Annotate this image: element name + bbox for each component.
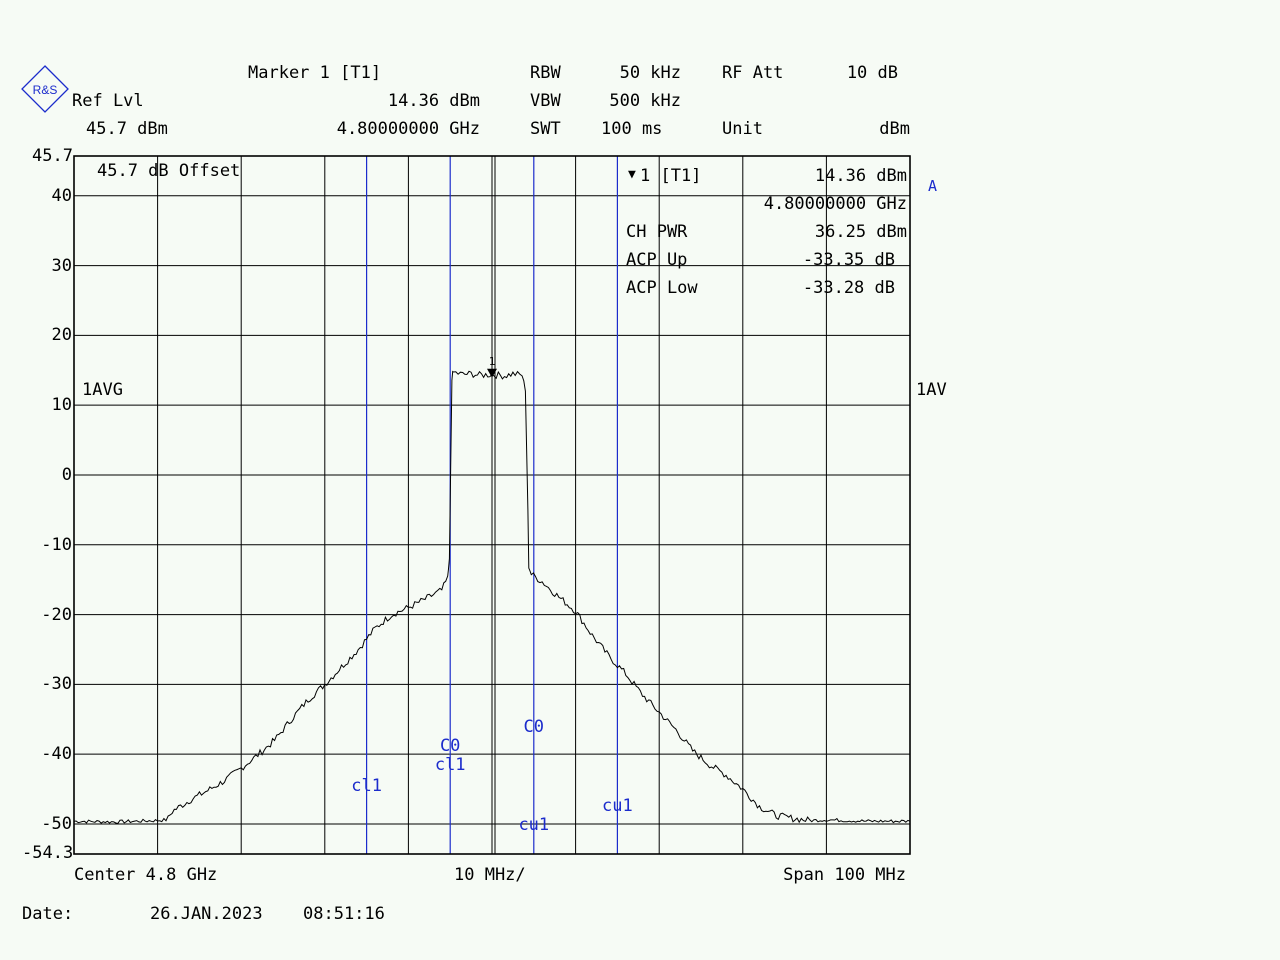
offset-label: 45.7 dB Offset	[97, 161, 241, 181]
ref-level-value: 45.7 dBm	[86, 119, 168, 139]
rbw-label: RBW	[530, 63, 561, 83]
y-tick-label: -40	[41, 744, 72, 765]
y-tick-label: 0	[61, 464, 72, 485]
marker-1: 1	[487, 355, 497, 378]
trace-a-label: A	[928, 177, 938, 195]
channel-label: cl1	[351, 775, 382, 796]
acp-low-label: ACP Low	[626, 278, 698, 298]
y-tick-label: 20	[51, 325, 72, 346]
channel-label: C0	[523, 716, 545, 737]
y-tick-label: 40	[51, 185, 72, 206]
date-label: Date:	[22, 904, 74, 924]
y-tick-label: -30	[41, 674, 72, 695]
grid	[74, 156, 910, 854]
avg-label-left: 1AVG	[82, 380, 123, 400]
svg-text:R&S: R&S	[33, 83, 58, 97]
ch-pwr-value: 36.25 dBm	[814, 222, 907, 242]
channel-label: cl1	[434, 755, 466, 776]
acp-up-label: ACP Up	[626, 250, 688, 270]
unit-value: dBm	[879, 119, 910, 139]
date-value: 26.JAN.2023	[150, 904, 263, 924]
plot-frame	[73, 155, 911, 855]
rbw-value: 50 kHz	[619, 63, 681, 83]
ref-level-label: Ref Lvl	[72, 91, 144, 111]
swt-label: SWT	[530, 119, 561, 139]
marker-label: 1	[489, 355, 496, 368]
marker-level: 14.36 dBm	[387, 91, 480, 111]
y-tick-label: 10	[51, 395, 72, 416]
division-label: 10 MHz/	[454, 865, 526, 885]
y-tick-label: -20	[41, 604, 72, 625]
y-tick-label: -10	[41, 534, 72, 555]
y-tick-label: -50	[41, 813, 72, 834]
y-tick-label: 30	[51, 255, 72, 276]
y-bottom-label: -54.3	[22, 843, 74, 863]
rf-att-value: 10 dB	[846, 63, 898, 83]
y-top-label: 45.7	[32, 146, 73, 166]
marker-triangle	[487, 368, 497, 378]
info-marker-label: 1 [T1]	[640, 166, 702, 186]
avg-label-right: 1AV	[916, 380, 947, 400]
rohde-schwarz-logo: R&S	[21, 65, 69, 113]
channel-label: cu1	[602, 795, 633, 816]
center-frequency: Center 4.8 GHz	[74, 865, 218, 885]
acp-up-value: -33.35 dB	[802, 250, 895, 270]
channel-label: cu1	[518, 815, 550, 836]
channel-label: C0	[439, 735, 461, 756]
vbw-value: 500 kHz	[609, 91, 681, 111]
marker-triangle-icon: ▼	[628, 167, 636, 182]
ch-pwr-label: CH PWR	[626, 222, 688, 242]
info-marker-freq: 4.80000000 GHz	[763, 194, 907, 214]
time-value: 08:51:16	[303, 904, 385, 924]
swt-value: 100 ms	[601, 119, 663, 139]
unit-label: Unit	[722, 119, 763, 139]
vbw-label: VBW	[530, 91, 561, 111]
acp-low-value: -33.28 dB	[802, 278, 895, 298]
rf-att-label: RF Att	[722, 63, 784, 83]
marker-title: Marker 1 [T1]	[248, 63, 382, 83]
marker-frequency: 4.80000000 GHz	[336, 119, 480, 139]
info-marker-value: 14.36 dBm	[814, 166, 907, 186]
span-label: Span 100 MHz	[783, 865, 906, 885]
